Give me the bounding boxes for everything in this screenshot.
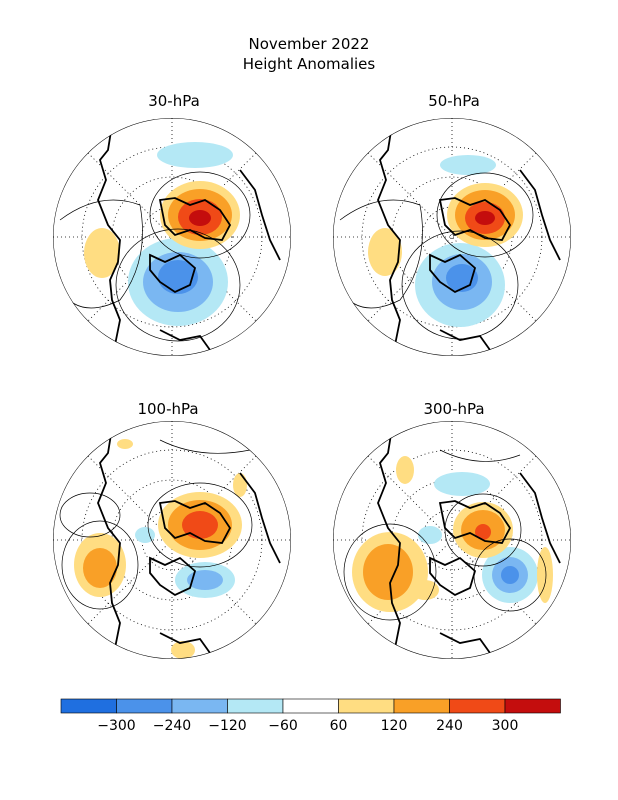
colorbar-tick-label: −240 xyxy=(153,718,191,734)
map-panel-30hpa xyxy=(53,118,291,356)
map-panel-100hpa xyxy=(53,421,291,659)
coastlines xyxy=(97,124,281,351)
panel-label-50hpa: 50-hPa xyxy=(428,92,480,110)
anomaly-fill-negative xyxy=(418,472,538,603)
colorbar-swatch xyxy=(60,698,117,714)
colorbar-tick-label: −300 xyxy=(97,718,135,734)
colorbar-tick-label: 60 xyxy=(330,718,348,734)
colorbar-tick-label: 240 xyxy=(436,718,463,734)
colorbar-tick-label: −120 xyxy=(208,718,246,734)
colorbar-swatch xyxy=(338,698,395,714)
colorbar-swatch xyxy=(449,698,506,714)
colorbar-swatch xyxy=(116,698,173,714)
page-title: November 2022 xyxy=(248,35,370,53)
colorbar-swatch xyxy=(504,698,561,714)
coastlines xyxy=(377,427,561,654)
anomaly-fill-negative xyxy=(128,142,233,326)
coastlines xyxy=(377,124,561,351)
colorbar-tick-label: 300 xyxy=(492,718,519,734)
anomaly-fill-negative xyxy=(415,155,505,327)
page-subtitle: Height Anomalies xyxy=(242,55,376,73)
colorbar-swatch xyxy=(171,698,228,714)
panel-label-30hpa: 30-hPa xyxy=(148,92,200,110)
colorbar-tick-label: −60 xyxy=(268,718,298,734)
coastlines xyxy=(97,427,281,654)
colorbar-swatch xyxy=(227,698,284,714)
anomaly-fill-positive xyxy=(84,181,240,278)
colorbar-tick-label: 120 xyxy=(381,718,408,734)
colorbar-swatch xyxy=(282,698,339,714)
map-panel-300hpa xyxy=(333,421,571,659)
panel-label-100hpa: 100-hPa xyxy=(137,400,199,418)
anomaly-fill-positive xyxy=(74,439,247,659)
anomaly-fill-positive xyxy=(352,456,553,612)
map-panel-50hpa xyxy=(333,118,571,356)
anomaly-fill-negative xyxy=(135,527,235,598)
colorbar-swatch xyxy=(393,698,450,714)
colorbar: −300 −240 −120 −60 60 120 240 300 xyxy=(60,698,561,734)
panel-label-300hpa: 300-hPa xyxy=(423,400,485,418)
